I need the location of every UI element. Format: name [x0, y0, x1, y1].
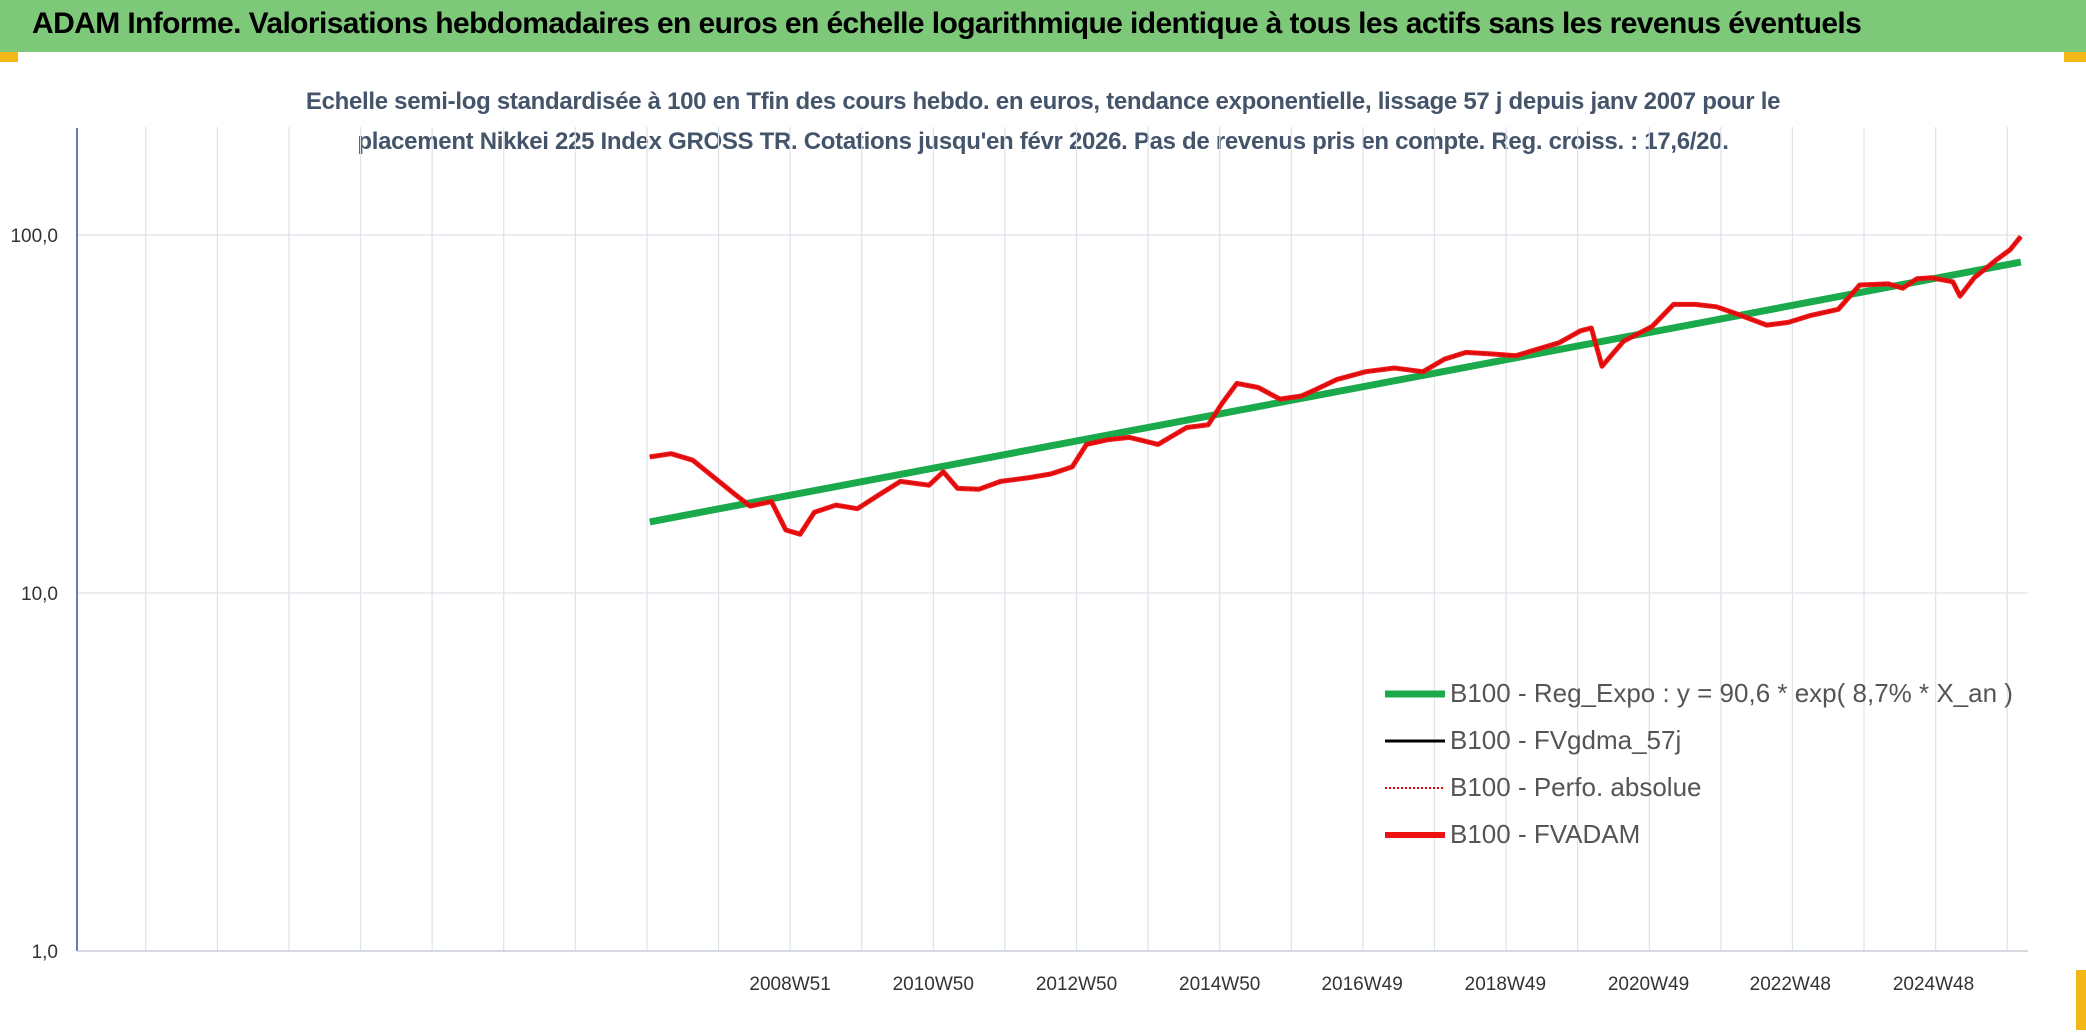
corner-accent-left	[0, 52, 18, 62]
x-tick-label: 2016W49	[1321, 974, 1402, 995]
legend-label: B100 - Perfo. absolue	[1450, 772, 1702, 802]
x-tick-label: 2022W48	[1750, 974, 1831, 995]
x-tick-label: 2010W50	[893, 974, 974, 995]
legend-label: B100 - FVgdma_57j	[1450, 725, 1681, 755]
x-tick-label: 2024W48	[1893, 974, 1974, 995]
axes: 1,0 10,0 100,0 2008W51 2010W50 2012W50 2014W50…	[10, 128, 2028, 995]
x-tick-label: 2008W51	[749, 974, 830, 995]
legend-label: B100 - FVADAM	[1450, 819, 1640, 849]
chart-title-line-2: placement Nikkei 225 Index GROSS TR. Cot…	[357, 128, 1729, 155]
series-fvadam	[649, 235, 2023, 537]
series-fvgdma	[649, 235, 2022, 536]
series-layer	[649, 235, 2023, 537]
x-tick-label: 2014W50	[1179, 974, 1260, 995]
y-tick-label: 100,0	[10, 226, 58, 247]
x-tick-label: 2020W49	[1608, 974, 1689, 995]
series-reg-expo	[649, 258, 2022, 526]
grid-lines	[77, 127, 2028, 952]
legend: B100 - Reg_Expo : y = 90,6 * exp( 8,7% *…	[1385, 678, 2013, 849]
y-tick-label: 10,0	[21, 584, 58, 605]
corner-accent-right	[2064, 52, 2086, 62]
series-perfo-absolue	[649, 236, 2022, 536]
corner-accent-bottom-right	[2076, 970, 2086, 1030]
chart-title-line-1: Echelle semi-log standardisée à 100 en T…	[305, 88, 1781, 115]
x-tick-label: 2012W50	[1036, 974, 1117, 995]
header-title: ADAM Informe. Valorisations hebdomadaire…	[32, 7, 1862, 40]
header-bar: ADAM Informe. Valorisations hebdomadaire…	[0, 0, 2086, 52]
legend-label: B100 - Reg_Expo : y = 90,6 * exp( 8,7% *…	[1450, 678, 2013, 708]
y-tick-label: 1,0	[32, 942, 58, 963]
x-tick-label: 2018W49	[1465, 974, 1546, 995]
